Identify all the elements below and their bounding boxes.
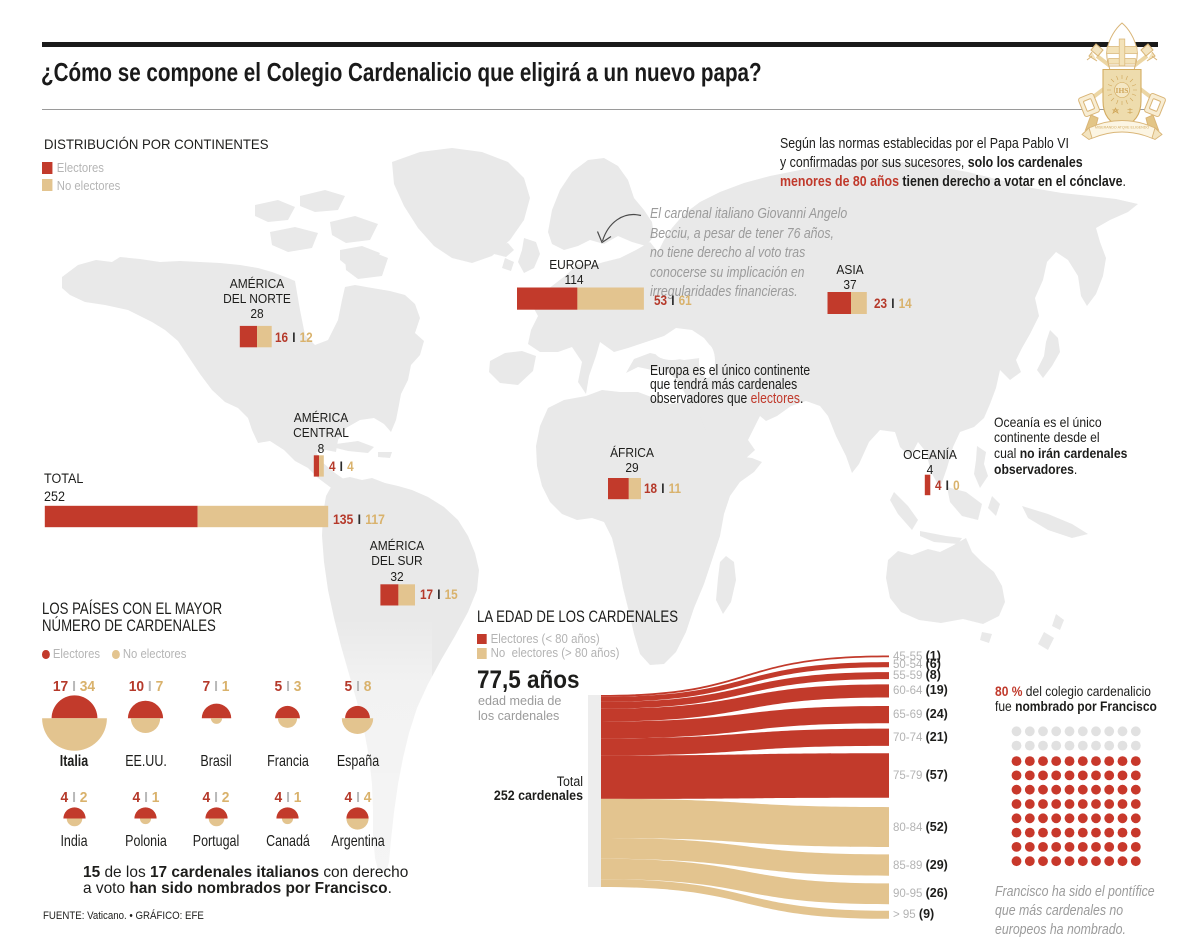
svg-text:MISERANDO ATQVE ELIGENDO: MISERANDO ATQVE ELIGENDO <box>1095 126 1149 130</box>
svg-text:IHS: IHS <box>1116 86 1129 95</box>
